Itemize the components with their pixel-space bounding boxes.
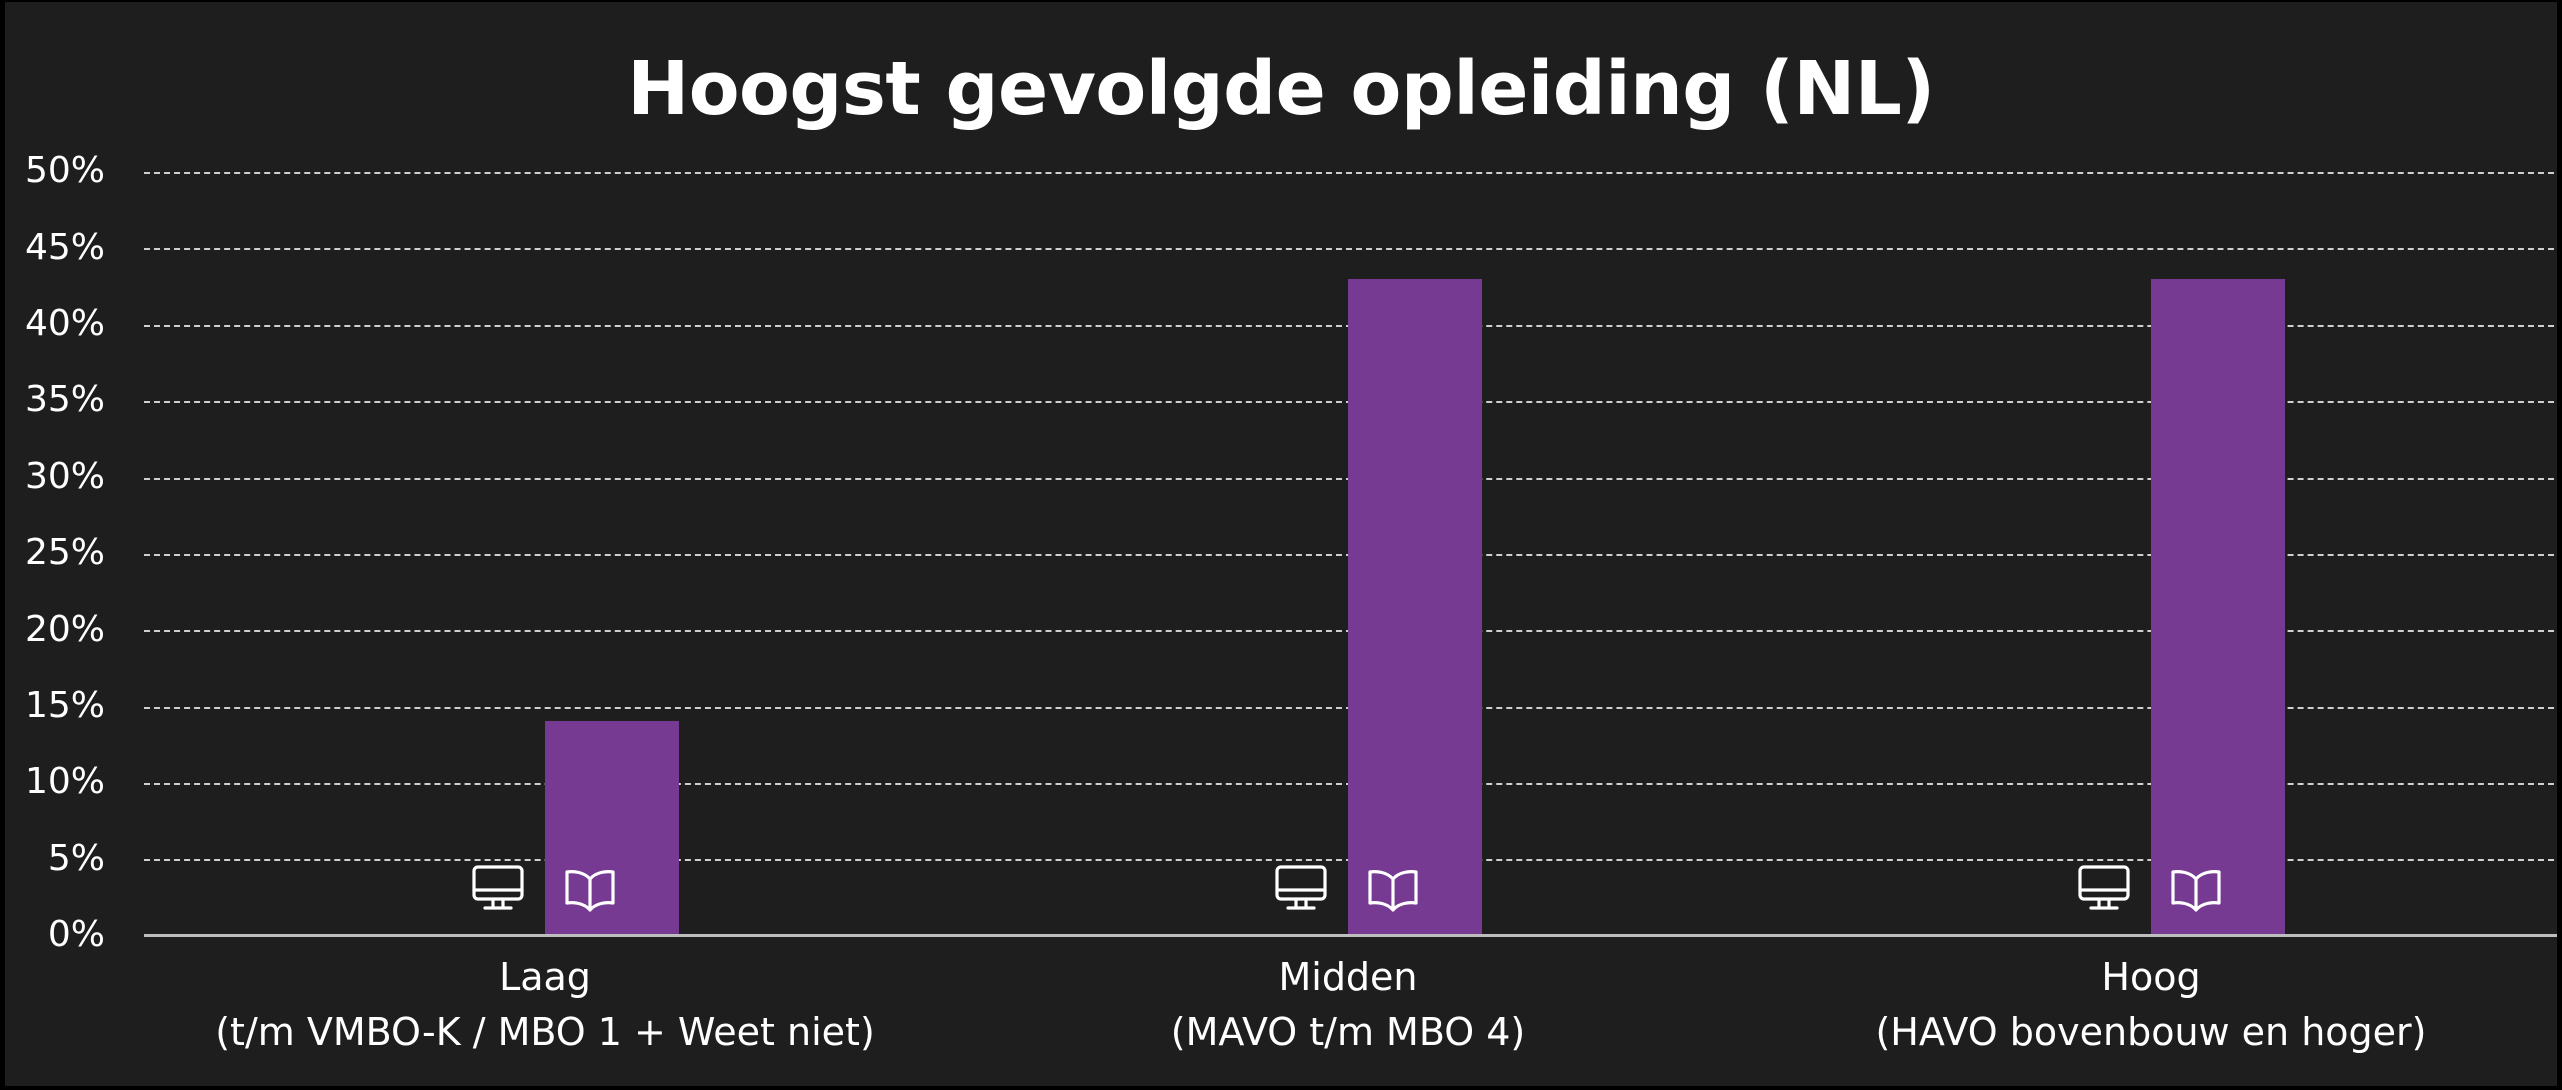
y-tick-15: 15%: [24, 685, 105, 726]
chart-frame: Hoogst gevolgde opleiding (NL) 50% 45% 4…: [5, 2, 2557, 1086]
category-label: Laag: [499, 955, 591, 999]
category-sublabel: (HAVO bovenbouw en hoger): [1875, 1010, 2427, 1054]
category-sublabel: (MAVO t/m MBO 4): [1170, 1010, 1526, 1054]
x-label-midden: Midden (MAVO t/m MBO 4): [948, 950, 1748, 1060]
y-tick-25: 25%: [24, 532, 105, 573]
gridline-45: [144, 248, 2554, 250]
open-book-icon: [564, 868, 616, 914]
y-tick-0: 0%: [47, 914, 105, 955]
monitor-icon: [2078, 865, 2130, 911]
category-label: Hoog: [2101, 955, 2201, 999]
monitor-icon: [472, 865, 524, 911]
category-label: Midden: [1278, 955, 1418, 999]
y-tick-50: 50%: [24, 150, 105, 191]
x-label-hoog: Hoog (HAVO bovenbouw en hoger): [1751, 950, 2551, 1060]
x-axis-line: [144, 934, 2557, 937]
y-tick-45: 45%: [24, 227, 105, 268]
open-book-icon: [2170, 868, 2222, 914]
y-tick-20: 20%: [24, 609, 105, 650]
y-tick-30: 30%: [24, 456, 105, 497]
y-tick-40: 40%: [24, 303, 105, 344]
y-tick-5: 5%: [47, 838, 105, 879]
gridline-50: [144, 172, 2554, 174]
category-sublabel: (t/m VMBO-K / MBO 1 + Weet niet): [215, 1010, 875, 1054]
bar-hoog: [2151, 278, 2285, 935]
open-book-icon: [1367, 868, 1419, 914]
chart-title: Hoogst gevolgde opleiding (NL): [627, 46, 1935, 132]
y-tick-10: 10%: [24, 761, 105, 802]
monitor-icon: [1275, 865, 1327, 911]
x-label-laag: Laag (t/m VMBO-K / MBO 1 + Weet niet): [145, 950, 945, 1060]
bar-midden: [1348, 278, 1482, 935]
y-tick-35: 35%: [24, 379, 105, 420]
